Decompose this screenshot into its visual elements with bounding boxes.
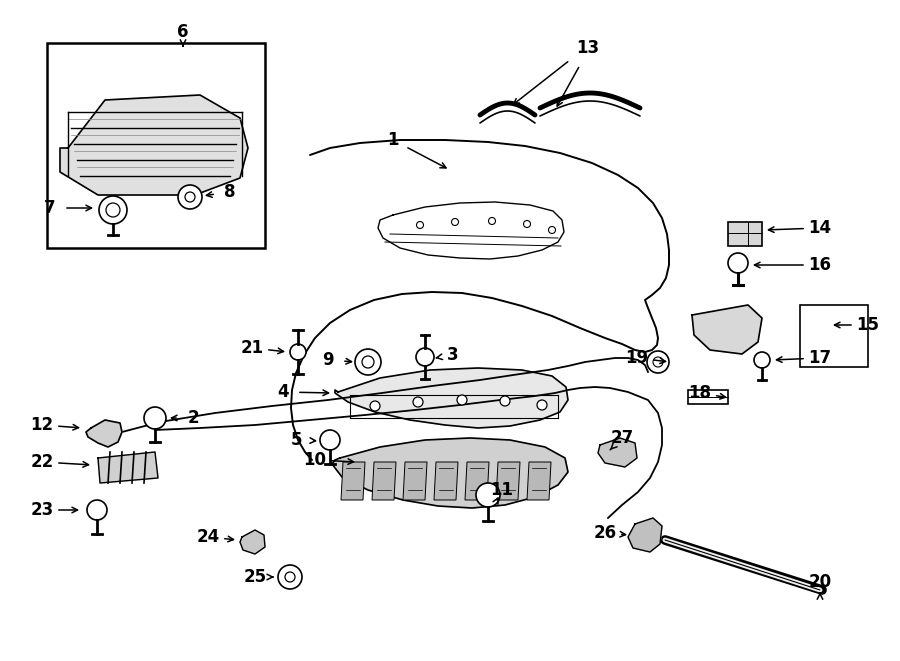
Circle shape (417, 221, 424, 229)
Text: 17: 17 (808, 349, 832, 367)
Text: 19: 19 (626, 349, 649, 367)
Text: 23: 23 (31, 501, 54, 519)
Text: 25: 25 (243, 568, 266, 586)
Text: 24: 24 (196, 528, 220, 546)
Polygon shape (332, 438, 568, 508)
Polygon shape (372, 462, 396, 500)
Circle shape (457, 395, 467, 405)
Text: 13: 13 (576, 39, 599, 57)
Circle shape (362, 356, 374, 368)
Circle shape (144, 407, 166, 429)
Circle shape (524, 221, 530, 227)
Text: 21: 21 (240, 339, 264, 357)
Circle shape (178, 185, 202, 209)
Circle shape (548, 227, 555, 233)
Circle shape (489, 217, 496, 225)
Circle shape (537, 400, 547, 410)
Circle shape (355, 349, 381, 375)
Text: 5: 5 (292, 431, 302, 449)
Text: 10: 10 (303, 451, 327, 469)
Circle shape (754, 352, 770, 368)
Circle shape (87, 500, 107, 520)
Polygon shape (341, 462, 365, 500)
Text: 22: 22 (31, 453, 54, 471)
Circle shape (285, 572, 295, 582)
Circle shape (185, 192, 195, 202)
Text: 8: 8 (224, 183, 236, 201)
Polygon shape (335, 368, 568, 428)
Polygon shape (240, 530, 265, 554)
Polygon shape (465, 462, 489, 500)
Polygon shape (60, 95, 248, 195)
Circle shape (99, 196, 127, 224)
Text: 15: 15 (857, 316, 879, 334)
Bar (728, 222, 762, 246)
Text: 2: 2 (187, 409, 199, 427)
Circle shape (647, 351, 669, 373)
Circle shape (370, 401, 380, 411)
Circle shape (413, 397, 423, 407)
Polygon shape (628, 518, 662, 552)
Circle shape (320, 430, 340, 450)
Text: 27: 27 (610, 429, 634, 447)
Polygon shape (598, 438, 637, 467)
Circle shape (452, 219, 458, 225)
Circle shape (476, 483, 500, 507)
Bar (688, 390, 728, 404)
Text: 16: 16 (808, 256, 832, 274)
Circle shape (500, 396, 510, 406)
Text: 11: 11 (491, 481, 514, 499)
Polygon shape (86, 420, 122, 447)
Circle shape (416, 348, 434, 366)
Text: 6: 6 (177, 23, 189, 41)
Bar (800, 305, 868, 367)
Text: 12: 12 (31, 416, 54, 434)
Polygon shape (434, 462, 458, 500)
Polygon shape (496, 462, 520, 500)
Text: 1: 1 (387, 131, 399, 149)
Circle shape (106, 203, 120, 217)
Circle shape (653, 357, 663, 367)
Polygon shape (403, 462, 427, 500)
Text: 14: 14 (808, 219, 832, 237)
Text: 3: 3 (447, 346, 459, 364)
Circle shape (290, 344, 306, 360)
Text: 9: 9 (322, 351, 334, 369)
Text: 18: 18 (688, 384, 712, 402)
Text: 4: 4 (277, 383, 289, 401)
Circle shape (728, 253, 748, 273)
Circle shape (278, 565, 302, 589)
Bar (47, 43, 265, 248)
Polygon shape (692, 305, 762, 354)
Polygon shape (98, 452, 158, 483)
Text: 7: 7 (44, 199, 56, 217)
Polygon shape (527, 462, 551, 500)
Text: 20: 20 (808, 573, 832, 591)
Text: 26: 26 (593, 524, 616, 542)
